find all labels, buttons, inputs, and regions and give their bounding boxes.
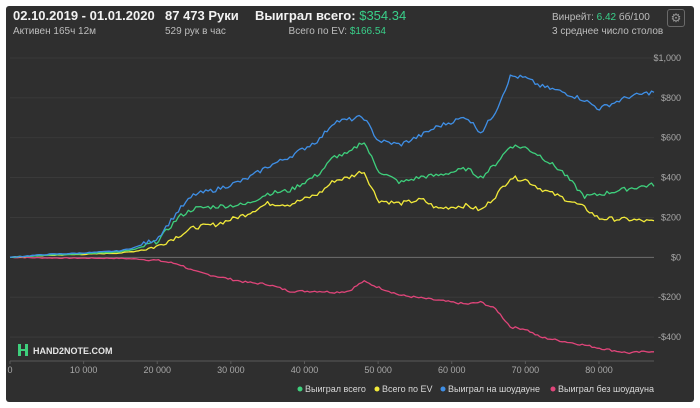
- legend-label: Выиграл всего: [305, 384, 366, 394]
- hands-count: 87 473 Руки: [165, 8, 239, 23]
- winrate: Винрейт: 6.42 бб/100: [552, 12, 663, 23]
- x-tick-label: 80 000: [585, 365, 613, 375]
- x-tick-label: 10 000: [70, 365, 98, 375]
- won-label: Выиграл всего:: [255, 8, 356, 23]
- y-tick-label: $800: [661, 93, 681, 103]
- hands-per-hour: 529 рук в час: [165, 26, 226, 37]
- winrate-unit: бб/100: [618, 12, 650, 23]
- legend: Выиграл всего Всего по EV Выиграл на шоуда…: [297, 384, 654, 394]
- x-tick-label: 60 000: [438, 365, 466, 375]
- winrate-block: Винрейт: 6.42 бб/100 3 среднее число сто…: [552, 8, 663, 37]
- logo-text: HAND2NOTE.COM: [33, 346, 113, 356]
- y-tick-label: $0: [671, 252, 681, 262]
- hands-block: 87 473 Руки 529 рук в час: [165, 8, 239, 37]
- x-tick-label: 0: [7, 365, 12, 375]
- avg-tables: 3 среднее число столов: [552, 26, 664, 37]
- y-tick-label: -$400: [658, 332, 681, 342]
- legend-label: Всего по EV: [382, 384, 432, 394]
- legend-label: Выиграл на шоудауне: [448, 384, 540, 394]
- logo-icon-cross: [18, 349, 28, 351]
- x-tick-label: 40 000: [291, 365, 319, 375]
- x-tick-label: 50 000: [364, 365, 392, 375]
- date-range: 02.10.2019 - 01.01.2020: [13, 8, 155, 23]
- series-line: [9, 142, 655, 259]
- y-tick-label: $400: [661, 173, 681, 183]
- winrate-value: 6.42: [596, 12, 617, 23]
- winrate-label: Винрейт:: [552, 12, 594, 23]
- y-tick-label: -$200: [658, 292, 681, 302]
- x-axis-ticks: 0 10 000 20 000 30 000 40 000 50 000 60 000 70 …: [7, 365, 612, 375]
- legend-dot: [374, 386, 380, 392]
- active-time: Активен 165ч 12м: [13, 26, 97, 37]
- series-line: [9, 74, 655, 258]
- series-lines: [9, 74, 655, 355]
- y-tick-label: $1,000: [653, 53, 681, 63]
- x-tick-label: 70 000: [512, 365, 540, 375]
- x-tick-label: 30 000: [217, 365, 245, 375]
- ev-total: Всего по EV: $166.54: [255, 26, 386, 37]
- ev-label: Всего по EV:: [288, 26, 348, 37]
- y-axis-ticks: -$400 -$200 $0 $200 $400 $600 $800 $1,000: [653, 53, 681, 342]
- legend-dot: [550, 386, 556, 392]
- won-total: Выиграл всего: $354.34: [255, 8, 406, 23]
- won-value: $354.34: [359, 8, 407, 23]
- grid: [9, 57, 654, 364]
- won-block: Выиграл всего: $354.34 Всего по EV: $166…: [255, 8, 406, 37]
- legend-label: Выиграл без шоудауна: [558, 384, 654, 394]
- ev-value: $166.54: [349, 26, 386, 37]
- series-line: [10, 256, 654, 355]
- x-tick-label: 20 000: [143, 365, 171, 375]
- y-tick-label: $600: [661, 133, 681, 143]
- y-tick-label: $200: [661, 212, 681, 222]
- legend-dot: [297, 386, 303, 392]
- date-range-block: 02.10.2019 - 01.01.2020 Активен 165ч 12м: [13, 8, 155, 37]
- legend-dot: [440, 386, 446, 392]
- series-line: [9, 170, 655, 258]
- hand2note-logo: HAND2NOTE.COM: [18, 344, 113, 356]
- gear-icon[interactable]: ⚙: [667, 9, 685, 27]
